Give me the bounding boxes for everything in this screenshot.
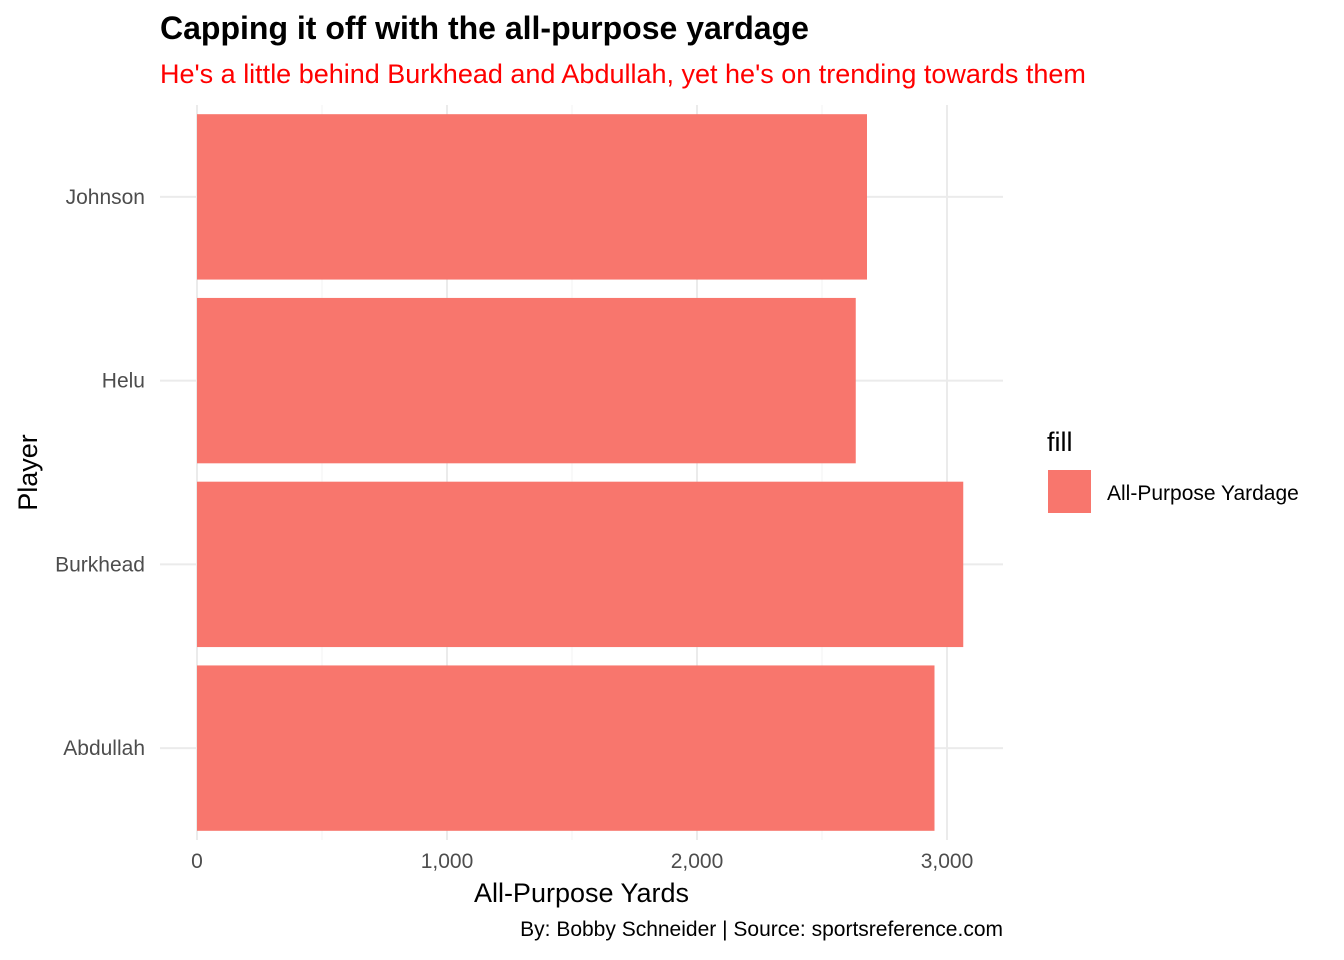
x-axis-title: All-Purpose Yards bbox=[474, 878, 689, 908]
y-tick-label: Helu bbox=[102, 370, 145, 393]
legend-title: fill bbox=[1047, 427, 1073, 457]
x-tick-label: 1,000 bbox=[421, 850, 474, 873]
chart-title: Capping it off with the all-purpose yard… bbox=[160, 10, 809, 46]
x-tick-label: 0 bbox=[191, 850, 203, 873]
bar-abdullah bbox=[197, 665, 935, 831]
chart-subtitle: He's a little behind Burkhead and Abdull… bbox=[160, 59, 1086, 89]
bar-burkhead bbox=[197, 481, 964, 648]
x-tick-label: 3,000 bbox=[921, 850, 974, 873]
bar-johnson bbox=[197, 114, 867, 280]
y-axis-title: Player bbox=[13, 434, 43, 511]
bar-helu bbox=[197, 297, 856, 464]
y-tick-label: Johnson bbox=[66, 186, 145, 209]
legend: fill All-Purpose Yardage bbox=[1047, 427, 1299, 513]
x-tick-label: 2,000 bbox=[671, 850, 724, 873]
legend-key bbox=[1048, 470, 1091, 513]
y-tick-label: Abdullah bbox=[63, 737, 145, 760]
y-tick-label: Burkhead bbox=[55, 553, 145, 576]
chart-caption: By: Bobby Schneider | Source: sportsrefe… bbox=[520, 918, 1003, 941]
legend-label: All-Purpose Yardage bbox=[1107, 482, 1299, 505]
